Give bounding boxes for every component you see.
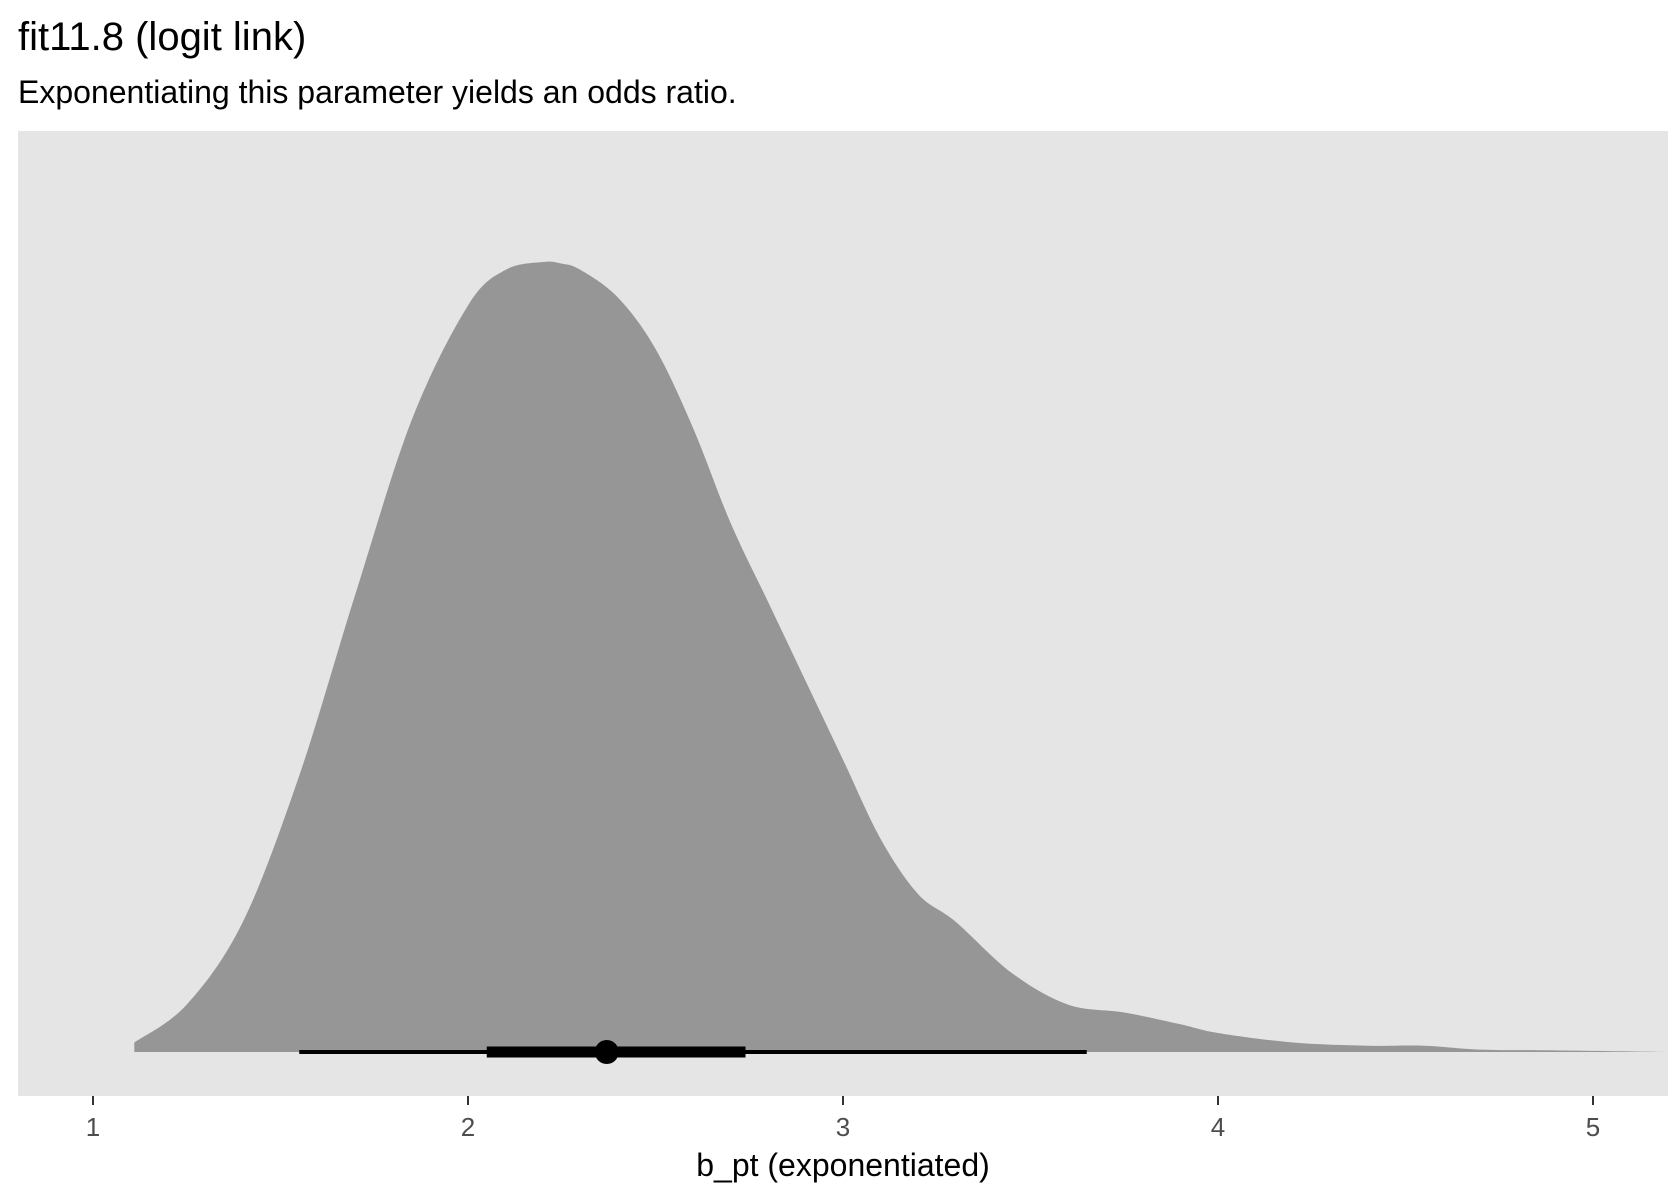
x-tick-label: 3 <box>836 1112 850 1142</box>
x-tick-label: 5 <box>1586 1112 1600 1142</box>
density-layer <box>134 261 1668 1053</box>
x-tick-label: 2 <box>461 1112 475 1142</box>
x-tick-label: 1 <box>86 1112 100 1142</box>
x-axis-title: b_pt (exponentiated) <box>696 1147 990 1183</box>
x-axis: 1 2 3 4 5 <box>86 1096 1600 1142</box>
chart-subtitle: Exponentiating this parameter yields an … <box>18 74 737 110</box>
density-area <box>134 261 1668 1053</box>
chart-title: fit11.8 (logit link) <box>18 15 306 59</box>
point-estimate <box>594 1040 619 1064</box>
point-interval <box>299 1040 1087 1064</box>
x-tick-label: 4 <box>1211 1112 1225 1142</box>
